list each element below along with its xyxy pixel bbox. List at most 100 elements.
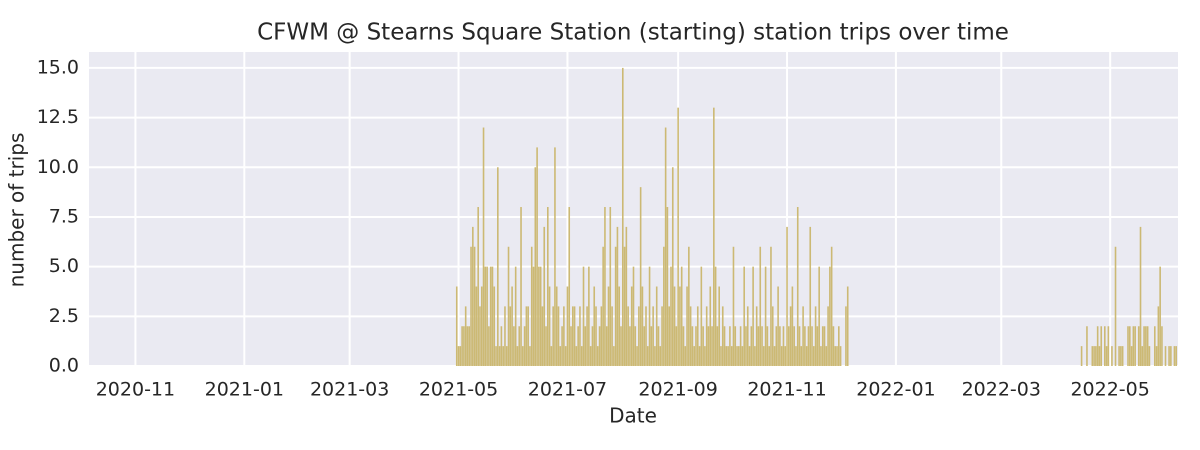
bar xyxy=(807,326,810,366)
bar xyxy=(652,306,654,366)
bar xyxy=(1127,326,1129,366)
bar xyxy=(563,306,565,366)
bar xyxy=(823,326,826,366)
bar xyxy=(1114,246,1117,366)
bar xyxy=(754,346,756,366)
bar xyxy=(595,306,597,366)
bar xyxy=(686,286,688,366)
bar xyxy=(1100,326,1103,366)
bar xyxy=(636,346,638,366)
bar xyxy=(538,266,540,366)
bar xyxy=(527,306,529,366)
bar xyxy=(629,326,631,366)
bar xyxy=(702,326,704,366)
bar xyxy=(518,326,521,366)
bar xyxy=(777,286,779,366)
bar xyxy=(809,226,812,366)
bar xyxy=(1134,326,1136,366)
bar xyxy=(1168,346,1170,366)
bar xyxy=(552,306,554,366)
bar xyxy=(775,326,778,366)
bar xyxy=(818,266,820,366)
bar xyxy=(654,346,656,366)
bar xyxy=(530,246,533,366)
bar xyxy=(634,326,637,366)
x-tick-label: 2020-11 xyxy=(96,379,175,401)
bar xyxy=(764,266,767,366)
bar xyxy=(488,326,490,366)
bar xyxy=(548,286,551,366)
bar xyxy=(713,107,715,366)
bar xyxy=(645,306,647,366)
bar xyxy=(741,346,744,366)
bar xyxy=(827,306,829,366)
x-axis-label: Date xyxy=(609,404,657,428)
bar xyxy=(729,326,731,366)
bar xyxy=(614,246,617,366)
bar xyxy=(1130,346,1133,366)
bar xyxy=(579,306,581,366)
bar xyxy=(836,346,838,366)
bar xyxy=(588,266,590,366)
bar xyxy=(632,266,635,366)
bar xyxy=(459,346,462,366)
bar xyxy=(757,326,760,366)
bar xyxy=(536,147,538,366)
bar xyxy=(718,286,720,366)
bar xyxy=(673,286,676,366)
bar xyxy=(664,127,667,367)
bar xyxy=(571,306,574,366)
bar xyxy=(796,207,799,366)
bar xyxy=(609,207,612,366)
bar xyxy=(505,346,508,366)
bar xyxy=(1146,326,1149,366)
bar xyxy=(721,306,724,366)
bar xyxy=(495,346,497,366)
bar xyxy=(1095,346,1097,366)
bar xyxy=(480,286,483,366)
bar xyxy=(466,326,469,366)
bar xyxy=(677,107,679,366)
y-tick-label: 0.0 xyxy=(49,355,79,377)
bar xyxy=(1175,346,1178,366)
bar xyxy=(461,326,463,366)
bar xyxy=(743,266,745,366)
bar xyxy=(746,306,749,366)
bar xyxy=(707,326,710,366)
bar xyxy=(605,326,608,366)
bar xyxy=(650,326,653,366)
bar xyxy=(1118,346,1120,366)
bar xyxy=(748,346,751,366)
bar xyxy=(591,326,594,366)
bar xyxy=(832,326,835,366)
bar xyxy=(570,326,572,366)
bar xyxy=(736,346,738,366)
bar xyxy=(582,266,585,366)
bar xyxy=(639,187,642,366)
bar xyxy=(511,286,513,366)
bar xyxy=(541,306,544,366)
bar xyxy=(670,266,672,366)
bar xyxy=(479,306,481,366)
bar xyxy=(475,286,478,366)
bar xyxy=(821,326,824,366)
bar xyxy=(811,326,813,366)
bar xyxy=(1093,346,1095,366)
bar xyxy=(557,306,560,366)
x-tick-label: 2021-01 xyxy=(205,379,284,401)
bar xyxy=(559,346,562,366)
bar xyxy=(1148,346,1151,366)
bar xyxy=(513,326,515,366)
bar xyxy=(679,286,681,366)
bar xyxy=(580,346,583,366)
bar xyxy=(745,326,747,366)
bar xyxy=(698,346,701,366)
y-tick-label: 15.0 xyxy=(37,56,79,78)
bar xyxy=(755,306,758,366)
bar xyxy=(779,326,781,366)
bar xyxy=(473,246,476,366)
bar xyxy=(795,346,797,366)
bar xyxy=(780,346,783,366)
bar xyxy=(618,286,621,366)
x-tick-label: 2021-07 xyxy=(528,379,607,401)
